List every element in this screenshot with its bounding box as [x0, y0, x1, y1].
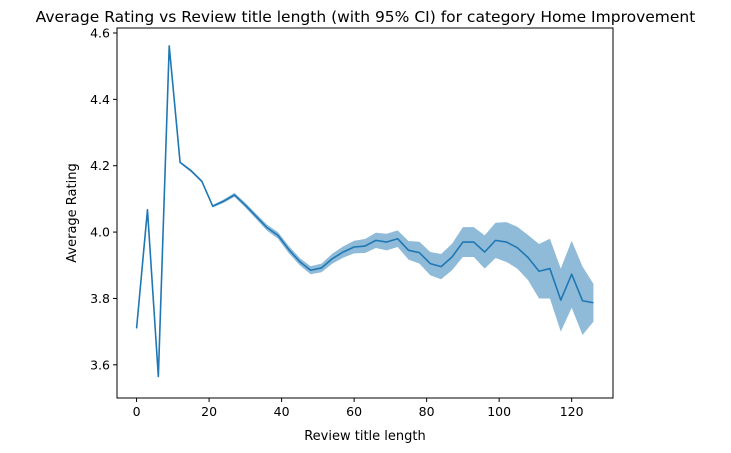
x-tick-label: 100 [487, 404, 511, 419]
x-tick-label: 40 [274, 404, 290, 419]
plot-area [135, 43, 594, 379]
ci-band-0 [136, 43, 594, 379]
x-tick-label: 60 [346, 404, 362, 419]
y-tick-label: 3.8 [90, 291, 110, 306]
x-axis-label: Review title length [304, 429, 426, 444]
y-tick-label: 4.0 [90, 225, 110, 240]
y-tick-label: 4.2 [90, 158, 110, 173]
y-tick-label: 4.4 [90, 92, 110, 107]
y-axis: 3.6 3.8 4.0 4.2 4.4 4.6 [90, 25, 117, 372]
series-line-0 [135, 45, 594, 378]
x-tick-label: 120 [560, 404, 584, 419]
plot-frame [116, 27, 614, 399]
x-tick-label: 80 [419, 404, 435, 419]
x-tick-label: 0 [133, 404, 141, 419]
y-axis-label: Average Rating [65, 163, 80, 262]
y-tick-label: 4.6 [90, 25, 110, 40]
chart-title: Average Rating vs Review title length (w… [36, 8, 696, 26]
x-tick-label: 20 [201, 404, 217, 419]
x-axis: 0 20 40 60 80 100 120 [133, 398, 584, 419]
y-tick-label: 3.6 [90, 357, 110, 372]
